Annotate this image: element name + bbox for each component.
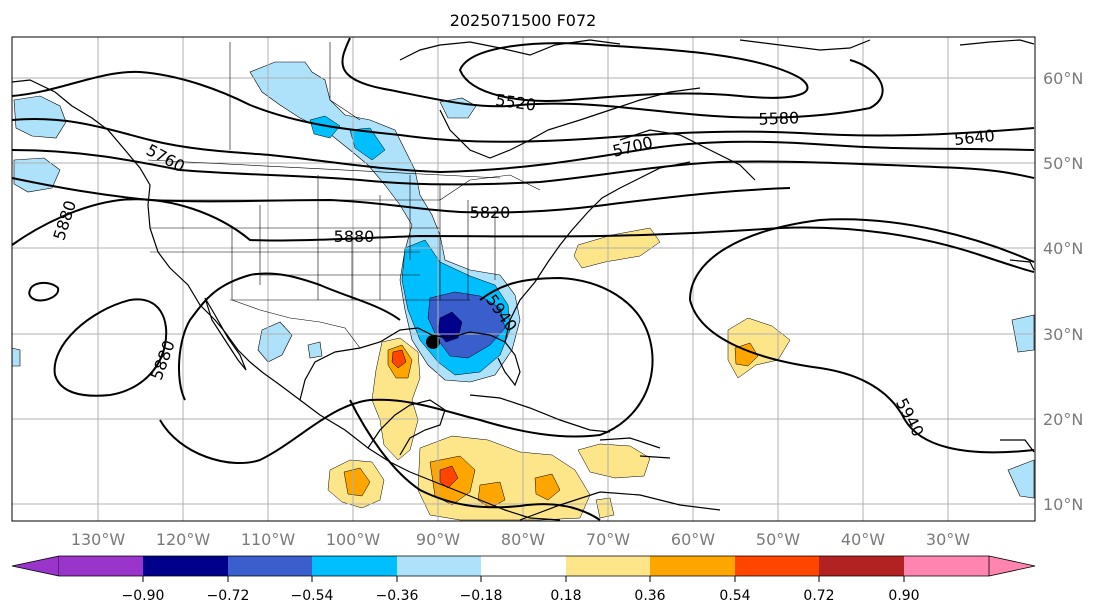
lon-label: 70°W xyxy=(586,530,630,549)
contour-5880-island xyxy=(28,282,60,302)
colorbar-bin xyxy=(59,556,144,576)
figure-title: 2025071500 F072 xyxy=(450,11,597,30)
longitude-axis-labels: 130°W 120°W 110°W 100°W 90°W 80°W 70°W 6… xyxy=(71,530,970,549)
colorbar-bin xyxy=(397,556,482,576)
contour-5880-east xyxy=(689,218,1035,301)
colorbar-bin xyxy=(735,556,820,576)
lon-label: 100°W xyxy=(326,530,381,549)
lat-label: 40°N xyxy=(1043,239,1083,258)
colorbar-tick-label: 0.90 xyxy=(888,588,919,604)
colorbar-ticks xyxy=(142,576,905,582)
contour-label: 5880 xyxy=(334,227,375,246)
colorbar-tick-label: −0.90 xyxy=(122,588,165,604)
lon-label: 130°W xyxy=(71,530,126,549)
anomaly-shading xyxy=(11,61,1035,521)
lon-label: 50°W xyxy=(756,530,800,549)
colorbar-tick-label: −0.54 xyxy=(291,588,334,604)
colorbar-bin xyxy=(481,556,566,576)
negative-anomaly-area-light xyxy=(1007,459,1035,499)
positive-anomaly-area-moderate xyxy=(343,467,371,497)
negative-anomaly-area-light xyxy=(307,341,323,359)
contour-5940 xyxy=(159,276,654,464)
negative-anomaly-area-light xyxy=(439,97,477,119)
colorbar-tick-label: −0.18 xyxy=(460,588,503,604)
colorbar-extend-low xyxy=(11,555,60,577)
colorbar-tick-label: −0.72 xyxy=(207,588,250,604)
contour-label: 5580 xyxy=(758,108,799,128)
colorbar-tick-label: 0.54 xyxy=(719,588,750,604)
lon-label: 30°W xyxy=(926,530,970,549)
lon-label: 40°W xyxy=(841,530,885,549)
map-frame xyxy=(11,36,1036,522)
lat-label: 30°N xyxy=(1043,325,1083,344)
contour-label: 5820 xyxy=(470,203,511,222)
positive-anomaly-area-strong xyxy=(439,465,459,489)
political-borders xyxy=(147,42,541,349)
lon-label: 120°W xyxy=(156,530,211,549)
map-panel: 5520 5580 5640 5700 5760 5820 5880 5880 … xyxy=(11,36,1036,522)
colorbar-tick-label: 0.72 xyxy=(803,588,834,604)
colorbar-bin xyxy=(228,556,313,576)
negative-anomaly-area-light xyxy=(11,347,21,367)
lon-label: 80°W xyxy=(501,530,545,549)
colorbar-bin xyxy=(143,556,228,576)
contour-5880-low xyxy=(177,272,401,401)
colorbar-bin xyxy=(650,556,735,576)
contour-5880-north xyxy=(11,198,1035,273)
colorbar-bin xyxy=(819,556,904,576)
colorbar: −0.90 −0.72 −0.54 −0.36 −0.18 0.18 0.36 … xyxy=(11,555,1036,604)
colorbar-outline xyxy=(59,555,989,577)
coastlines xyxy=(11,39,1035,521)
lat-label: 10°N xyxy=(1043,495,1083,514)
colorbar-tick-label: −0.36 xyxy=(376,588,419,604)
positive-anomaly-area-moderate xyxy=(534,473,561,501)
graticule xyxy=(12,37,1035,521)
latitude-axis-labels: 60°N 50°N 40°N 30°N 20°N 10°N xyxy=(1043,69,1083,514)
lon-label: 90°W xyxy=(416,530,460,549)
lon-label: 110°W xyxy=(241,530,296,549)
colorbar-extend-high xyxy=(988,555,1036,577)
negative-anomaly-area-light xyxy=(257,321,293,363)
colorbar-bin xyxy=(566,556,651,576)
lat-label: 20°N xyxy=(1043,410,1083,429)
colorbar-bin xyxy=(904,556,989,576)
contour-5940-south xyxy=(349,399,601,521)
contour-5760 xyxy=(11,149,1035,186)
contour-5700 xyxy=(11,118,1035,174)
positive-anomaly-area-weak xyxy=(595,497,615,519)
positive-anomaly-area-strong xyxy=(391,349,407,369)
lon-label: 60°W xyxy=(671,530,715,549)
low-center-marker xyxy=(426,335,440,349)
colorbar-tick-label: 0.36 xyxy=(634,588,665,604)
contour-5940-east xyxy=(689,299,1035,454)
contour-label: 5640 xyxy=(953,126,995,149)
height-contours xyxy=(11,37,1035,521)
contour-5640 xyxy=(11,70,1035,143)
colorbar-bin xyxy=(312,556,397,576)
colorbar-tick-label: 0.18 xyxy=(550,588,581,604)
lat-label: 60°N xyxy=(1043,69,1083,88)
negative-anomaly-area-medium xyxy=(349,127,386,161)
lat-label: 50°N xyxy=(1043,154,1083,173)
positive-anomaly-area-weak xyxy=(577,443,651,479)
contour-5880-west xyxy=(53,298,168,397)
negative-anomaly-area-light xyxy=(13,95,67,139)
contour-5520 xyxy=(458,42,809,102)
contour-5580 xyxy=(341,37,884,119)
negative-anomaly-area-light xyxy=(13,157,61,193)
negative-anomaly-area-medium xyxy=(309,115,341,139)
